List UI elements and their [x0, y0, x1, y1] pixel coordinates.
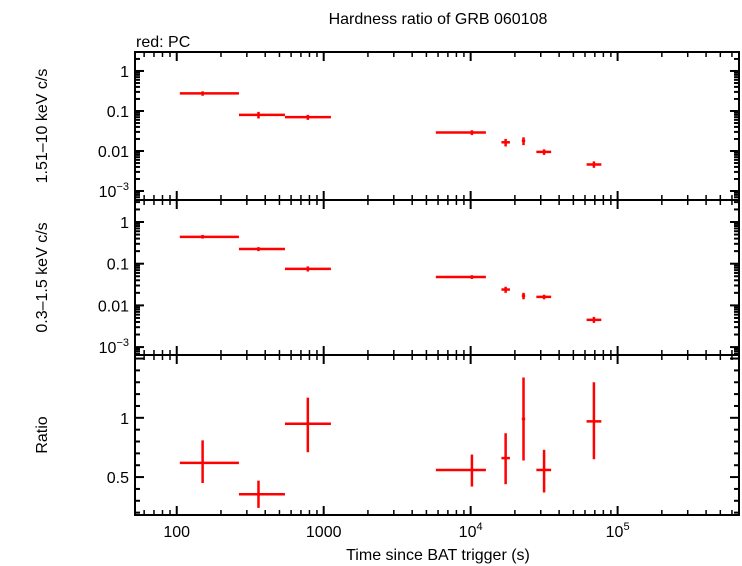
- x-tick-label: 1000: [306, 524, 342, 541]
- data-point: [501, 138, 510, 147]
- y-tick-label: 0.5: [107, 470, 129, 487]
- panel-hard-band: 1 0.1 0.01 10−3 1.51–10 keV c/s: [34, 51, 740, 201]
- data-point: [501, 433, 510, 485]
- data-point: [179, 91, 239, 96]
- data-point: [435, 454, 486, 487]
- data-point: [501, 286, 510, 293]
- x-tick-label: 105: [606, 521, 630, 541]
- x-tick-label: 104: [459, 521, 483, 541]
- x-tick-label: 100: [163, 524, 190, 541]
- y-tick-label: 0.1: [107, 257, 129, 274]
- y-tick-label: 1: [120, 215, 129, 232]
- data-point: [586, 316, 602, 323]
- data-point: [586, 382, 602, 460]
- data-point: [284, 397, 331, 453]
- panel-soft-band: 1 0.1 0.01 10−3 0.3–1.5 keV c/s: [34, 199, 740, 357]
- chart-title: Hardness ratio of GRB 060108: [329, 11, 548, 28]
- data-point: [238, 480, 285, 508]
- data-point: [536, 149, 552, 155]
- data-point: [521, 137, 526, 146]
- panel-ratio: 1 0.5 Ratio: [34, 354, 740, 516]
- data-point: [536, 294, 552, 300]
- panel-frame: [134, 51, 740, 201]
- data-point: [179, 234, 239, 239]
- data-point: [435, 130, 486, 136]
- data-point: [521, 292, 526, 300]
- y-tick-label: 0.01: [98, 144, 129, 161]
- y-tick-label: 0.1: [107, 104, 129, 121]
- data-point: [435, 275, 486, 279]
- y-tick-label: 10−3: [99, 181, 129, 201]
- data-point: [536, 449, 552, 493]
- y-tick-label: 0.01: [98, 298, 129, 315]
- panel-frame: [134, 354, 740, 516]
- x-axis-label: Time since BAT trigger (s): [346, 547, 530, 564]
- data-point: [238, 111, 285, 119]
- y-axis-label: 1.51–10 keV c/s: [34, 69, 51, 184]
- y-axis-label: Ratio: [34, 416, 51, 453]
- data-point: [284, 114, 331, 120]
- data-point: [284, 266, 331, 272]
- y-tick-label: 1: [120, 411, 129, 428]
- data-point: [238, 247, 285, 252]
- data-point: [586, 161, 602, 168]
- data-point: [179, 440, 239, 483]
- chart-subtitle: red: PC: [136, 34, 190, 51]
- data-point: [521, 377, 526, 461]
- y-axis-label: 0.3–1.5 keV c/s: [34, 222, 51, 332]
- y-tick-label: 10−3: [99, 337, 129, 357]
- y-tick-label: 1: [120, 64, 129, 81]
